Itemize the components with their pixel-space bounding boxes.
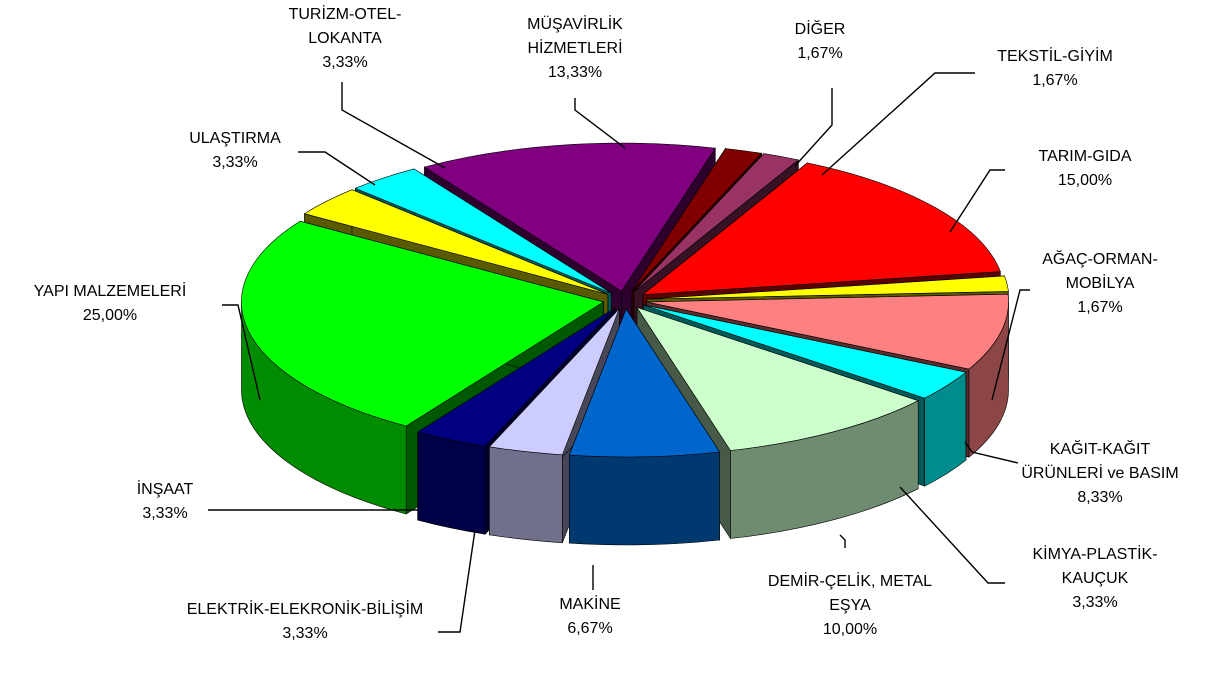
slice-label: KİMYA-PLASTİK-KAUÇUK 3,33% [1020, 543, 1170, 615]
category-label: YAPI MALZEMELERİ [33, 283, 187, 300]
slice-label: TEKSTİL-GİYİM 1,67% [985, 45, 1125, 93]
category-label: MAKİNE [559, 596, 621, 613]
leader-line [991, 289, 1030, 401]
category-label: İNŞAAT [136, 481, 194, 498]
leader-line [222, 304, 261, 401]
slice-wall [569, 451, 720, 546]
category-label: MÜŞAVİRLİK HİZMETLERİ [527, 16, 623, 57]
category-label: TEKSTİL-GİYİM [997, 48, 1113, 65]
category-label: KAĞIT-KAĞIT ÜRÜNLERİ ve BASIM [1021, 441, 1179, 482]
value-label: 3,33% [212, 154, 258, 171]
category-label: TARIM-GIDA [1038, 148, 1132, 165]
slice-top [631, 148, 763, 292]
slice-top [354, 168, 612, 294]
slice-label: TURİZM-OTEL-LOKANTA 3,33% [265, 3, 425, 75]
value-label: 1,67% [797, 45, 843, 62]
value-label: 8,33% [1077, 489, 1123, 506]
slice-label: İNŞAAT 3,33% [115, 478, 215, 526]
slice-label: MÜŞAVİRLİK HİZMETLERİ 13,33% [510, 13, 640, 85]
category-label: ULAŞTIRMA [189, 130, 281, 147]
leader-line [964, 441, 1019, 464]
leader-line [794, 88, 833, 167]
slice-top [633, 153, 800, 293]
leader-line [899, 486, 1005, 584]
slice-label: ULAŞTIRMA 3,33% [170, 127, 300, 175]
slice-label: AĞAÇ-ORMAN-MOBİLYA 1,67% [1033, 248, 1168, 320]
category-label: KİMYA-PLASTİK-KAUÇUK [1032, 546, 1158, 587]
value-label: 3,33% [142, 505, 188, 522]
slice-wall [489, 446, 563, 544]
category-label: DİĞER [794, 21, 846, 38]
value-label: 3,33% [1072, 594, 1118, 611]
slice-label: ELEKTRİK-ELEKRONİK-BİLİŞİM 3,33% [180, 598, 430, 646]
value-label: 13,33% [547, 64, 603, 81]
slice-top [646, 293, 1009, 370]
category-label: DEMİR-ÇELİK, METAL EŞYA [767, 573, 933, 614]
value-label: 3,33% [322, 54, 368, 71]
value-label: 1,67% [1032, 72, 1078, 89]
slice-top [636, 306, 919, 451]
slice-wall [417, 431, 486, 535]
category-label: ELEKTRİK-ELEKRONİK-BİLİŞİM [186, 601, 424, 618]
slice-label: DİĞER 1,67% [780, 18, 860, 66]
value-label: 10,00% [822, 621, 878, 638]
slice-top [303, 189, 609, 295]
slice-top [646, 275, 1009, 300]
pie-slice [568, 307, 721, 546]
category-label: AĞAÇ-ORMAN-MOBİLYA [1042, 251, 1158, 292]
value-label: 6,67% [567, 620, 613, 637]
leader-line [574, 98, 626, 149]
slice-top [241, 220, 605, 427]
slice-top [568, 308, 721, 458]
slice-label: DEMİR-ÇELİK, METAL EŞYA 10,00% [760, 570, 940, 642]
leader-line [438, 529, 476, 633]
slice-label: MAKİNE 6,67% [540, 593, 640, 641]
slice-label: TARIM-GIDA 15,00% [1025, 145, 1145, 193]
leader-line [821, 72, 975, 176]
value-label: 15,00% [1057, 172, 1113, 189]
value-label: 1,67% [1077, 299, 1123, 316]
slice-top [643, 304, 967, 399]
slice-top [423, 142, 716, 292]
value-label: 3,33% [282, 625, 328, 642]
leader-line [839, 534, 846, 548]
slice-label: YAPI MALZEMELERİ 25,00% [0, 280, 220, 328]
slice-label: KAĞIT-KAĞIT ÜRÜNLERİ ve BASIM 8,33% [1020, 438, 1180, 510]
slice-top [641, 162, 1001, 296]
leader-line [298, 151, 376, 186]
category-label: TURİZM-OTEL-LOKANTA [288, 6, 402, 47]
leader-line [341, 82, 446, 169]
slice-top [488, 308, 620, 456]
slice-top [416, 307, 616, 447]
value-label: 25,00% [82, 307, 138, 324]
leader-line [949, 169, 1005, 233]
